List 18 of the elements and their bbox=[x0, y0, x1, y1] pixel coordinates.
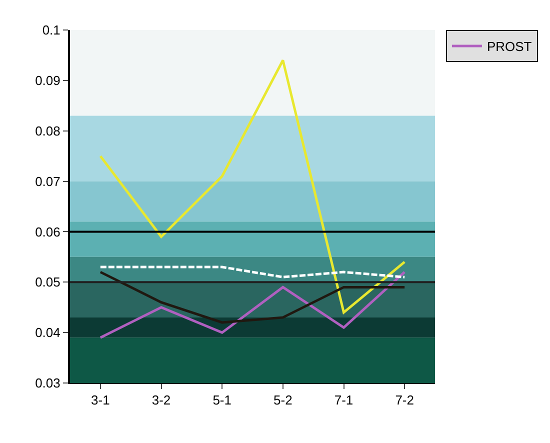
x-tick-label: 5-1 bbox=[212, 392, 232, 408]
y-tick-label: 0.08 bbox=[35, 123, 60, 138]
x-tick-label: 7-1 bbox=[334, 392, 354, 408]
line-series bbox=[99, 59, 406, 314]
y-tick-label: 0.04 bbox=[35, 325, 60, 340]
y-tick-label: 0.1 bbox=[42, 22, 60, 38]
y-tick-label: 0.03 bbox=[35, 376, 60, 391]
y-tick-label: 0.05 bbox=[35, 274, 60, 290]
legend-label: PROST bbox=[486, 39, 532, 54]
x-tick-label: 3-1 bbox=[91, 392, 110, 408]
x-tick-label: 3-2 bbox=[152, 392, 171, 408]
x-tick-label: 7-2 bbox=[395, 392, 414, 408]
y-tick-label: 0.07 bbox=[35, 174, 60, 189]
line-series bbox=[99, 270, 406, 339]
y-tick-label: 0.06 bbox=[35, 224, 60, 240]
x-tick-label: 5-2 bbox=[274, 392, 292, 408]
line-series bbox=[99, 270, 406, 324]
y-tick-label: 0.09 bbox=[35, 72, 60, 88]
